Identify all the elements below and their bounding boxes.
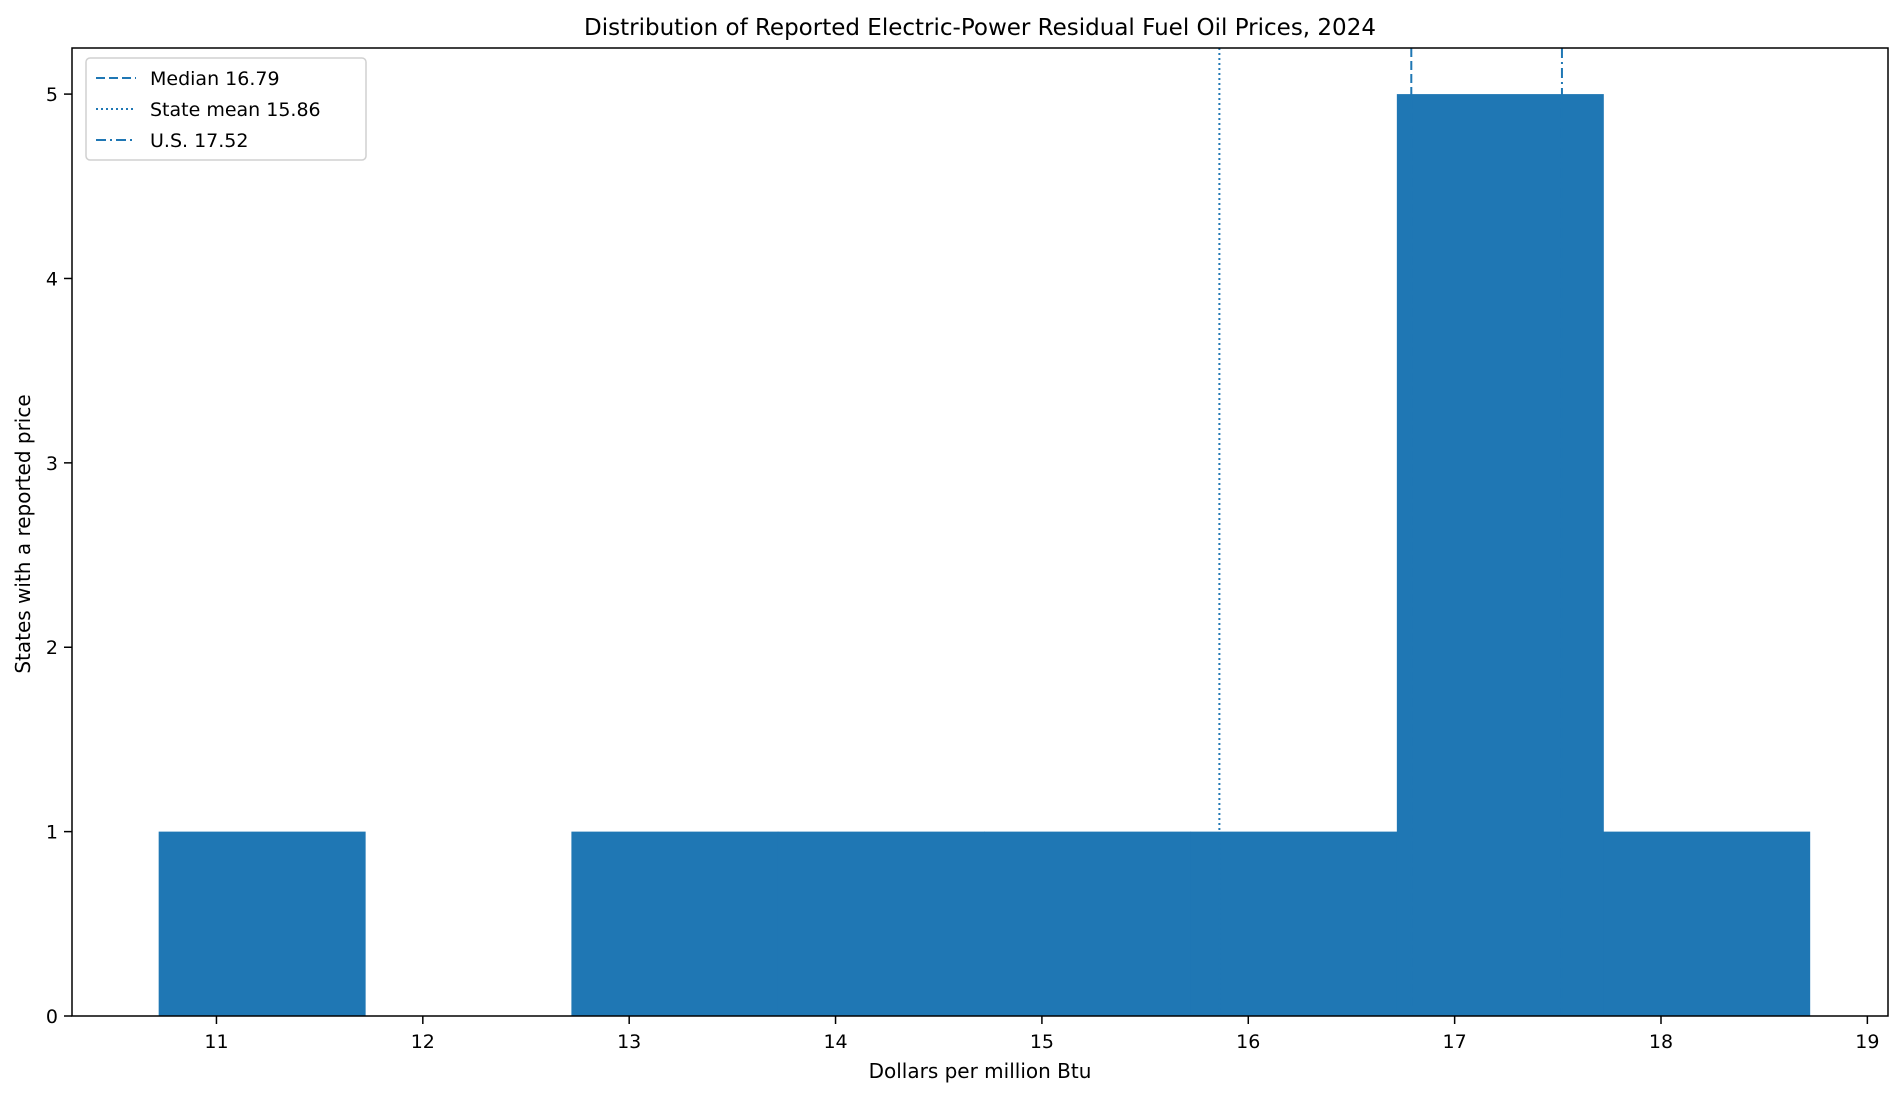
histogram-bar-2 <box>571 831 779 1016</box>
x-tick-label: 14 <box>823 1031 847 1053</box>
histogram-bar-0 <box>158 831 366 1016</box>
plot-frame <box>71 47 1889 1017</box>
y-tick-label: 5 <box>46 84 58 106</box>
y-tick-label: 2 <box>46 637 58 659</box>
histogram-bar-3 <box>777 831 985 1016</box>
histogram-bar-5 <box>1190 831 1398 1016</box>
x-axis-label: Dollars per million Btu <box>869 1059 1092 1083</box>
legend-box <box>85 57 367 161</box>
y-axis-label: States with a reported price <box>11 394 35 673</box>
x-tick-label: 15 <box>1030 1031 1054 1053</box>
histogram-bar-6 <box>1396 94 1604 1017</box>
x-tick-label: 13 <box>617 1031 641 1053</box>
x-tick-label: 11 <box>204 1031 228 1053</box>
legend-label: Median 16.79 <box>150 68 280 90</box>
legend-label: U.S. 17.52 <box>150 130 248 152</box>
legend-label: State mean 15.86 <box>150 99 321 121</box>
y-tick-label: 3 <box>46 453 58 475</box>
histogram-bar-4 <box>984 831 1192 1016</box>
x-tick-label: 17 <box>1443 1031 1467 1053</box>
x-tick-label: 12 <box>411 1031 435 1053</box>
y-tick-label: 0 <box>46 1006 58 1028</box>
x-tick-label: 19 <box>1855 1031 1879 1053</box>
x-tick-label: 16 <box>1236 1031 1260 1053</box>
histogram-bar-7 <box>1603 831 1811 1016</box>
chart-title: Distribution of Reported Electric-Power … <box>584 15 1376 41</box>
x-tick-label: 18 <box>1649 1031 1673 1053</box>
y-tick-label: 1 <box>46 822 58 844</box>
y-tick-label: 4 <box>46 268 58 290</box>
